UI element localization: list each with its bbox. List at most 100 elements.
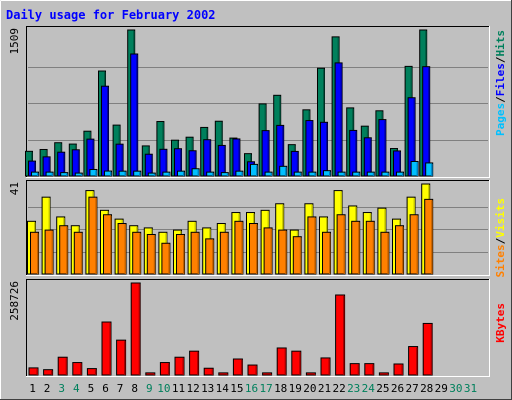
- panel-visits-sites: 41 Sites/Visits: [8, 180, 507, 278]
- bar-shade: [372, 364, 374, 375]
- bar-sites-day-7: [117, 223, 127, 275]
- day-label-21: 21: [318, 382, 331, 395]
- bar-shade: [256, 165, 258, 176]
- day-label-11: 11: [172, 382, 185, 395]
- bar-sites-day-28: [424, 198, 434, 275]
- bar-pages-day-22: [337, 171, 346, 177]
- bar-shade: [51, 173, 54, 176]
- bar-shade: [153, 235, 156, 274]
- bar-shade: [183, 235, 185, 274]
- bar-shade: [51, 231, 54, 274]
- legend-separator: /: [494, 237, 507, 244]
- day-label-1: 1: [29, 382, 36, 395]
- bar-shade: [430, 324, 433, 375]
- bar-shade: [355, 131, 357, 176]
- day-label-30: 30: [449, 382, 462, 395]
- bar-shade: [226, 233, 229, 274]
- bar-pages-day-26: [396, 171, 404, 177]
- bar-files-day-25: [378, 119, 387, 177]
- bar-kbytes-day-15: [232, 358, 243, 376]
- bar-sites-day-13: [205, 238, 215, 275]
- bar-shade: [139, 233, 141, 274]
- day-label-22: 22: [332, 382, 345, 395]
- bar-shade: [197, 169, 200, 176]
- bar-kbytes-day-14: [218, 372, 229, 376]
- bar-shade: [431, 200, 433, 274]
- bar-shade: [110, 215, 112, 274]
- bar-pages-day-10: [162, 171, 171, 177]
- day-label-12: 12: [186, 382, 199, 395]
- axis-legend: Sites/Visits: [494, 198, 507, 278]
- bar-shade: [372, 222, 375, 274]
- bar-pages-day-23: [352, 171, 361, 177]
- bar-shade: [270, 173, 273, 176]
- bar-shade: [226, 173, 229, 176]
- bar-shade: [402, 173, 404, 176]
- bar-files-day-17: [261, 130, 270, 177]
- bar-pages-day-16: [250, 163, 258, 177]
- legend-separator: /: [494, 56, 507, 63]
- day-label-5: 5: [88, 382, 95, 395]
- legend-files: Files: [494, 63, 507, 96]
- bar-shade: [139, 172, 141, 176]
- bar-shade: [329, 171, 331, 176]
- axis-legend: KBytes: [494, 303, 507, 343]
- bar-sites-day-3: [59, 225, 69, 275]
- bar-shade: [168, 173, 170, 176]
- bar-shade: [284, 348, 287, 375]
- bar-sites-day-24: [365, 220, 375, 275]
- bar-sites-day-25: [380, 231, 390, 275]
- scale-label: 258726: [8, 281, 21, 321]
- bar-pages-day-11: [177, 170, 185, 177]
- bar-shade: [369, 138, 372, 176]
- bar-sites-day-23: [351, 220, 361, 275]
- bar-files-day-28: [422, 66, 431, 177]
- legend-sites: Sites: [494, 244, 507, 277]
- day-label-15: 15: [230, 382, 243, 395]
- bar-kbytes-day-28: [422, 322, 433, 376]
- bar-shade: [372, 173, 375, 176]
- bar-kbytes-day-8: [130, 282, 141, 376]
- bar-shade: [66, 226, 68, 274]
- bar-shade: [416, 162, 419, 176]
- bar-shade: [36, 368, 38, 375]
- day-label-18: 18: [274, 382, 287, 395]
- bar-kbytes-day-24: [364, 363, 375, 376]
- bar-shade: [328, 358, 330, 375]
- bar-sites-day-22: [336, 214, 346, 275]
- bar-sites-day-10: [161, 242, 171, 275]
- day-label-28: 28: [420, 382, 433, 395]
- bar-kbytes-day-22: [335, 294, 346, 376]
- bar-sites-day-12: [190, 231, 200, 275]
- bar-shade: [255, 366, 257, 375]
- bar-shade: [299, 173, 302, 176]
- bar-shade: [124, 224, 127, 274]
- bar-shade: [34, 162, 36, 176]
- bar-pages-day-6: [104, 170, 112, 177]
- bar-shade: [267, 131, 270, 176]
- bar-kbytes-day-1: [28, 367, 39, 376]
- bar-kbytes-day-11: [174, 356, 185, 376]
- day-label-7: 7: [117, 382, 124, 395]
- bar-pages-day-13: [206, 171, 215, 177]
- chart-title: Daily usage for February 2002: [6, 8, 216, 22]
- bar-sites-day-6: [103, 214, 112, 275]
- bar-shade: [241, 172, 243, 176]
- bar-shade: [416, 215, 419, 274]
- bar-shade: [124, 341, 126, 375]
- bar-shade: [314, 217, 316, 274]
- day-label-17: 17: [259, 382, 272, 395]
- bar-shade: [285, 167, 287, 176]
- bar-shade: [121, 145, 124, 176]
- bar-shade: [80, 233, 83, 274]
- bar-shade: [314, 173, 316, 176]
- bar-files-day-4: [71, 149, 80, 177]
- bar-kbytes-day-5: [86, 368, 97, 376]
- legend-hits: Hits: [494, 30, 507, 57]
- day-label-6: 6: [102, 382, 109, 395]
- bar-shade: [212, 239, 214, 274]
- bar-shade: [241, 222, 243, 274]
- bar-shade: [270, 373, 272, 375]
- bar-files-day-24: [363, 137, 372, 177]
